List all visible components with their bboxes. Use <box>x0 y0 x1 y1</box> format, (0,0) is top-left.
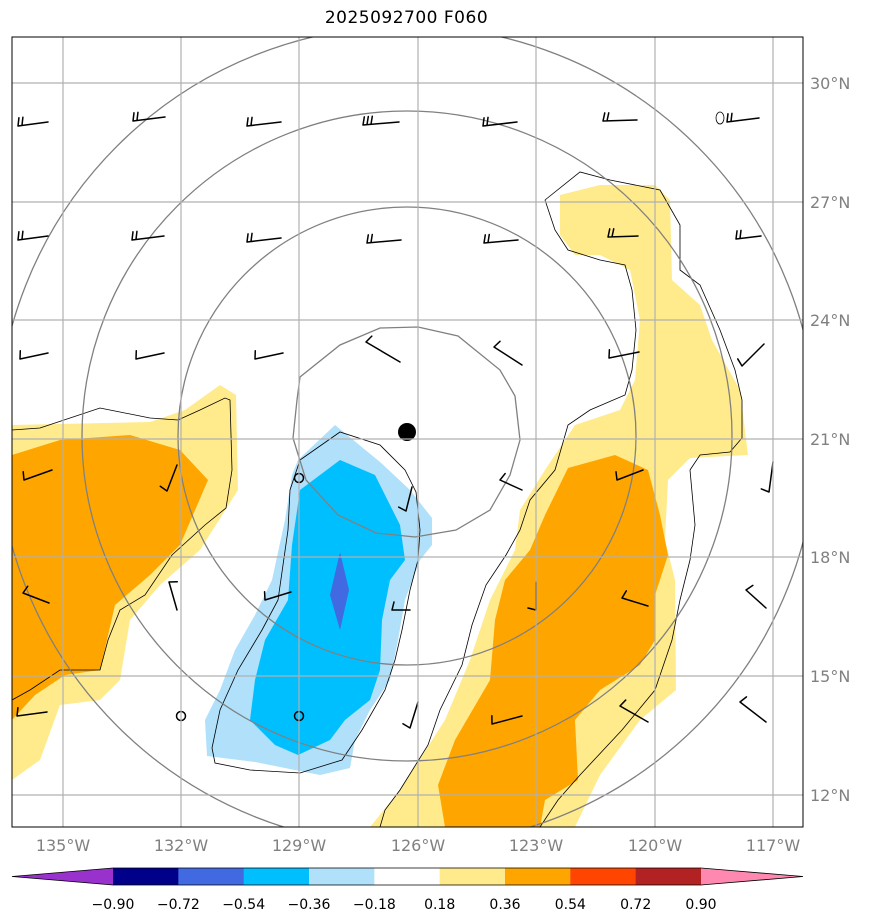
colorbar-extend-low <box>12 868 113 885</box>
storm-center-dot <box>398 423 416 441</box>
wind-barb <box>726 112 760 123</box>
wind-barb <box>615 469 644 481</box>
colorbar-segment <box>309 868 375 885</box>
wind-barb <box>607 228 639 238</box>
wind-barb <box>22 585 50 604</box>
lat-label: 15°N <box>810 667 850 686</box>
lat-label: 21°N <box>810 430 850 449</box>
colorbar-segment <box>243 868 310 885</box>
wind-barb <box>397 486 413 512</box>
colorbar-segment <box>374 868 441 885</box>
wind-barb <box>16 707 48 717</box>
wind-barb <box>365 335 401 363</box>
colorbar-tick-label: 0.18 <box>424 897 455 913</box>
wind-barb <box>735 229 762 240</box>
colorbar-segment <box>635 868 702 885</box>
colorbar <box>11 867 804 886</box>
wind-barb <box>246 232 282 243</box>
longitude-labels: 135°W 132°W 129°W 126°W 123°W 120°W 117°… <box>36 836 801 855</box>
colorbar-tick-label: 0.90 <box>685 897 716 913</box>
wind-barb <box>362 115 400 126</box>
wind-barb <box>254 350 284 360</box>
lon-label: 129°W <box>272 836 327 855</box>
colorbar-extend-high <box>701 868 803 885</box>
wind-barb <box>19 350 49 360</box>
wind-barb <box>17 116 49 127</box>
wind-barb <box>131 230 165 241</box>
wind-barbs <box>16 111 774 729</box>
wind-barb <box>159 464 178 492</box>
colorbar-tick-label: −0.72 <box>157 897 200 913</box>
shaded-field-positive-west <box>12 385 238 780</box>
colorbar-segment <box>178 868 245 885</box>
shaded-field-negative <box>205 425 432 775</box>
colorbar-tick-labels: −0.90 −0.72 −0.54 −0.36 −0.18 0.18 0.36 0.54 0.7… <box>92 897 717 913</box>
wind-barb <box>608 349 640 359</box>
colorbar-segment <box>570 868 637 885</box>
colorbar-tick-label: 0.54 <box>555 897 586 913</box>
colorbar-tick-label: −0.54 <box>222 897 265 913</box>
colorbar-segment <box>113 868 179 885</box>
wind-barb <box>263 591 292 601</box>
lon-label: 126°W <box>391 836 446 855</box>
wind-barb <box>737 343 765 367</box>
wind-barb <box>739 696 767 723</box>
colorbar-tick-label: −0.90 <box>92 897 135 913</box>
wind-barb <box>391 601 411 611</box>
wind-barb <box>135 350 165 360</box>
wind-barb <box>17 230 49 241</box>
lon-label: 117°W <box>746 836 801 855</box>
map-title: 2025092700 F060 <box>324 8 489 28</box>
gridlines <box>12 37 803 827</box>
contour-lines <box>12 111 743 827</box>
colorbar-tick-label: 0.36 <box>489 897 520 913</box>
wind-barb <box>493 340 523 366</box>
lon-label: 135°W <box>36 836 91 855</box>
colorbar-tick-label: −0.36 <box>288 897 331 913</box>
lat-label: 18°N <box>810 548 850 567</box>
plot-frame <box>11 36 804 828</box>
wind-barb <box>619 699 649 723</box>
colorbar-tick-label: 0.72 <box>620 897 651 913</box>
wind-barb <box>483 233 519 244</box>
colorbar-outline <box>11 867 804 886</box>
wind-barb <box>760 461 774 493</box>
lon-label: 132°W <box>154 836 209 855</box>
lon-label: 123°W <box>509 836 564 855</box>
lat-label: 27°N <box>810 193 850 212</box>
colorbar-segment <box>439 868 506 885</box>
wind-barb <box>491 715 523 725</box>
wind-barb <box>168 580 178 611</box>
lat-label: 12°N <box>810 786 850 805</box>
wind-barb <box>22 469 53 481</box>
wind-barb <box>482 116 518 127</box>
wind-barb <box>366 233 402 244</box>
plot-area <box>12 37 803 827</box>
wind-barb <box>402 701 419 729</box>
latitude-labels: 30°N 27°N 24°N 21°N 18°N 15°N 12°N <box>810 74 850 805</box>
wind-barb <box>621 590 649 607</box>
wind-barb <box>602 112 638 122</box>
lon-label: 120°W <box>628 836 683 855</box>
wind-barb <box>499 472 523 491</box>
lat-label: 30°N <box>810 74 850 93</box>
shaded-field-positive-east <box>370 185 748 827</box>
range-circles <box>12 37 803 827</box>
wind-barb <box>246 116 282 127</box>
wind-barb <box>132 111 166 122</box>
wind-barb <box>745 584 767 609</box>
colorbar-tick-label: −0.18 <box>353 897 396 913</box>
lat-label: 24°N <box>810 311 850 330</box>
colorbar-segment <box>505 868 571 885</box>
